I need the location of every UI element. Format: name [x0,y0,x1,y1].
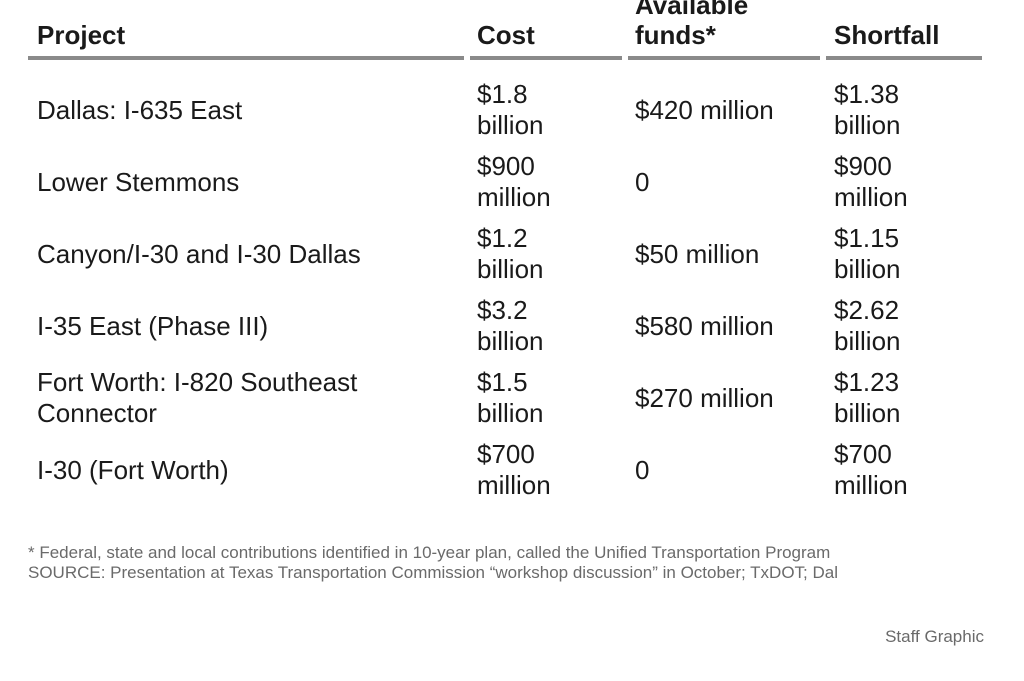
cell-cost: $1.5 billion [470,362,622,434]
cell-text: $270 million [635,382,774,413]
cell-text: 0 [635,454,650,485]
column-header-available-funds: Available funds* [628,0,820,60]
cell-text: Lower Stemmons [37,166,240,197]
cell-project: Fort Worth: I-820 Southeast Connector [28,362,464,434]
cell-text: Fort Worth: I-820 Southeast Connector [37,367,358,428]
cell-cost: $700 million [470,434,622,506]
cell-project: Dallas: I-635 East [28,74,464,146]
cell-text: $900 million [834,151,908,212]
column-header-shortfall: Shortfall [826,0,982,60]
source-note: SOURCE: Presentation at Texas Transporta… [28,563,839,582]
cell-text: $700 million [834,439,908,500]
cell-available-funds: 0 [628,434,820,506]
cell-shortfall: $1.23 billion [826,362,982,434]
cell-text: $1.15 billion [834,223,901,284]
cell-text: $50 million [635,238,760,269]
cell-available-funds: $420 million [628,74,820,146]
cell-project: Canyon/I-30 and I-30 Dallas [28,218,464,290]
cell-cost: $1.8 billion [470,74,622,146]
cell-text: $1.2 billion [477,223,544,284]
cell-text: I-35 East (Phase III) [37,310,269,341]
table-row: Canyon/I-30 and I-30 Dallas $1.2 billion $… [0,218,1024,290]
cell-text: I-30 (Fort Worth) [37,454,229,485]
table-row: Lower Stemmons $900 million 0 $900 million [0,146,1024,218]
cell-shortfall: $900 million [826,146,982,218]
cell-text: $1.5 billion [477,367,544,428]
cell-text: $1.8 billion [477,79,544,140]
cell-text: $420 million [635,94,774,125]
cell-shortfall: $700 million [826,434,982,506]
column-header-project: Project [28,0,464,60]
cell-text: $2.62 billion [834,295,901,356]
footnote-block: * Federal, state and local contributions… [28,543,968,583]
credit: Staff Graphic [885,627,984,646]
table-row: Dallas: I-635 East $1.8 billion $420 milli… [0,74,1024,146]
cell-cost: $900 million [470,146,622,218]
column-header-cost: Cost [470,0,622,60]
cell-cost: $1.2 billion [470,218,622,290]
footnote: * Federal, state and local contributions… [28,543,831,562]
cell-text: $1.23 billion [834,367,901,428]
cell-available-funds: $270 million [628,362,820,434]
cell-available-funds: 0 [628,146,820,218]
cell-project: Lower Stemmons [28,146,464,218]
cell-text: $3.2 billion [477,295,544,356]
table-row: Fort Worth: I-820 Southeast Connector $1.… [0,362,1024,434]
cell-shortfall: $1.15 billion [826,218,982,290]
cell-text: 0 [635,166,650,197]
column-header-label: Shortfall [834,20,940,50]
cell-shortfall: $1.38 billion [826,74,982,146]
cell-text: $900 million [477,151,551,212]
column-header-label: Cost [477,20,535,50]
cell-project: I-30 (Fort Worth) [28,434,464,506]
cell-available-funds: $580 million [628,290,820,362]
table-row: I-30 (Fort Worth) $700 million 0 $700 milli… [0,434,1024,506]
cell-text: $580 million [635,310,774,341]
cell-cost: $3.2 billion [470,290,622,362]
cell-text: $1.38 billion [834,79,901,140]
cell-available-funds: $50 million [628,218,820,290]
cell-text: $700 million [477,439,551,500]
column-header-label: Available funds* [635,0,749,50]
table-row: I-35 East (Phase III) $3.2 billion $580 mi… [0,290,1024,362]
column-header-label: Project [37,20,126,50]
cell-project: I-35 East (Phase III) [28,290,464,362]
cell-text: Canyon/I-30 and I-30 Dallas [37,238,361,269]
cell-text: Dallas: I-635 East [37,94,243,125]
cell-shortfall: $2.62 billion [826,290,982,362]
